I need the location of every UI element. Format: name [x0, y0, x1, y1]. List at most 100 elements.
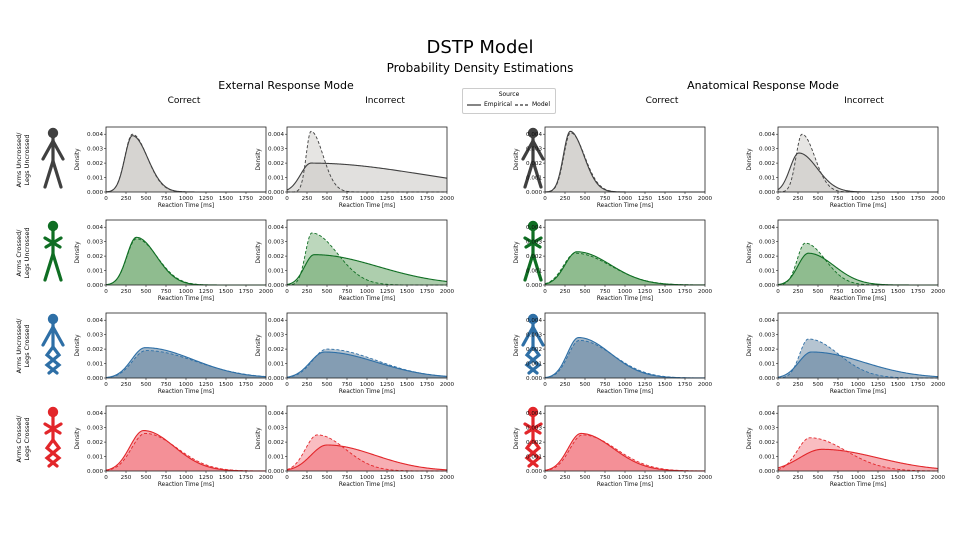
- x-tick-label: 1000: [618, 475, 633, 481]
- x-tick-label: 1750: [420, 475, 435, 481]
- x-tick-label: 1500: [658, 289, 673, 295]
- x-tick-label: 2000: [931, 289, 946, 295]
- x-tick-label: 750: [161, 289, 172, 295]
- x-tick-label: 500: [580, 382, 591, 388]
- density-panel: 0 250 500 750 1000 1250 1500 1750 20000.0000.001…: [256, 405, 455, 488]
- empirical-area: [545, 433, 705, 471]
- y-tick-label: 0.001: [87, 455, 103, 461]
- y-tick-label: 0.002: [759, 161, 775, 167]
- x-tick-label: 0: [285, 382, 289, 388]
- x-tick-label: 500: [580, 196, 591, 202]
- x-tick-label: 250: [302, 289, 313, 295]
- x-axis-label: Reaction Time [ms]: [158, 203, 214, 209]
- x-tick-label: 500: [322, 382, 333, 388]
- density-panel: 0 250 500 750 1000 1250 1500 1750 20000.0000.001…: [256, 219, 455, 302]
- empirical-line: [777, 448, 939, 470]
- stick-figure-icon: [523, 220, 543, 282]
- x-tick-label: 1750: [420, 289, 435, 295]
- row-label-line: Legs Crossed: [23, 416, 31, 461]
- x-tick-label: 0: [285, 475, 289, 481]
- column-title-anatomical-correct: Correct: [645, 96, 679, 106]
- empirical-area: [106, 237, 266, 285]
- x-axis-label: Reaction Time [ms]: [597, 296, 653, 302]
- y-tick-label: 0.004: [526, 132, 542, 138]
- x-tick-label: 1000: [179, 475, 194, 481]
- density-panel: 0 250 500 750 1000 1250 1500 1750 20000.0000.001…: [514, 405, 713, 488]
- x-tick-label: 750: [600, 382, 611, 388]
- y-tick-label: 0.003: [759, 333, 775, 339]
- x-tick-label: 0: [776, 196, 780, 202]
- x-tick-label: 2000: [931, 382, 946, 388]
- x-tick-label: 1000: [179, 289, 194, 295]
- y-tick-label: 0.002: [87, 161, 103, 167]
- density-panel: 0 250 500 750 1000 1250 1500 1750 20000.0000.001…: [75, 405, 274, 488]
- x-tick-label: 750: [600, 196, 611, 202]
- x-tick-label: 750: [600, 475, 611, 481]
- x-tick-label: 1500: [219, 196, 234, 202]
- x-tick-label: 1250: [199, 475, 214, 481]
- y-tick-label: 0.001: [526, 176, 542, 182]
- x-axis-label: Reaction Time [ms]: [830, 482, 886, 488]
- x-tick-label: 1750: [678, 475, 693, 481]
- x-tick-label: 1750: [911, 475, 926, 481]
- y-axis-label: Density: [256, 334, 262, 357]
- row-label-line: Arms Crossed/: [15, 229, 23, 276]
- x-tick-label: 1500: [891, 289, 906, 295]
- model-line: [105, 432, 266, 472]
- density-panel: 0 250 500 750 1000 1250 1500 1750 20000.0000.001…: [747, 219, 946, 302]
- x-tick-label: 1500: [219, 382, 234, 388]
- empirical-line: [286, 162, 448, 191]
- density-panel: 0 250 500 750 1000 1250 1500 1750 20000.0000.001…: [514, 219, 713, 302]
- x-tick-label: 500: [813, 196, 824, 202]
- y-tick-label: 0.001: [759, 362, 775, 368]
- y-axis-label: Density: [256, 427, 262, 450]
- y-axis-label: Density: [514, 334, 520, 357]
- y-tick-label: 0.000: [87, 190, 103, 196]
- x-tick-label: 1250: [380, 289, 395, 295]
- x-tick-label: 1500: [400, 475, 415, 481]
- y-tick-label: 0.002: [87, 254, 103, 260]
- x-axis-label: Reaction Time [ms]: [339, 389, 395, 395]
- stick-figure-icon: [521, 127, 545, 189]
- y-tick-label: 0.003: [268, 333, 284, 339]
- x-tick-label: 1250: [380, 196, 395, 202]
- x-tick-label: 1250: [638, 475, 653, 481]
- y-tick-label: 0.003: [268, 147, 284, 153]
- x-tick-label: 750: [342, 475, 353, 481]
- x-tick-label: 1000: [851, 382, 866, 388]
- x-tick-label: 2000: [931, 196, 946, 202]
- x-tick-label: 1000: [360, 289, 375, 295]
- x-tick-label: 1000: [851, 475, 866, 481]
- x-tick-label: 1500: [219, 475, 234, 481]
- dashed-line-icon: [515, 103, 529, 106]
- y-tick-label: 0.004: [268, 318, 284, 324]
- x-tick-label: 750: [833, 382, 844, 388]
- x-axis-label: Reaction Time [ms]: [339, 296, 395, 302]
- y-tick-label: 0.003: [759, 147, 775, 153]
- x-tick-label: 750: [161, 382, 172, 388]
- x-axis-label: Reaction Time [ms]: [830, 203, 886, 209]
- empirical-area: [778, 449, 938, 471]
- x-tick-label: 750: [342, 382, 353, 388]
- y-tick-label: 0.002: [526, 440, 542, 446]
- x-tick-label: 750: [833, 289, 844, 295]
- legend: Source Empirical Model: [462, 88, 556, 114]
- y-tick-label: 0.000: [87, 283, 103, 289]
- x-tick-label: 250: [560, 382, 571, 388]
- y-tick-label: 0.000: [87, 376, 103, 382]
- x-tick-label: 500: [813, 289, 824, 295]
- y-tick-label: 0.004: [268, 132, 284, 138]
- y-tick-label: 0.003: [87, 147, 103, 153]
- x-tick-label: 1750: [678, 196, 693, 202]
- x-tick-label: 1500: [400, 382, 415, 388]
- column-title-external-incorrect: Incorrect: [365, 96, 405, 106]
- x-tick-label: 1000: [618, 382, 633, 388]
- y-tick-label: 0.003: [87, 426, 103, 432]
- y-tick-label: 0.000: [268, 190, 284, 196]
- x-tick-label: 0: [285, 196, 289, 202]
- legend-title: Source: [498, 91, 520, 98]
- x-tick-label: 750: [342, 196, 353, 202]
- x-tick-label: 500: [141, 289, 152, 295]
- mode-title-anatomical: Anatomical Response Mode: [687, 79, 839, 92]
- stick-figure-icon: [41, 127, 65, 189]
